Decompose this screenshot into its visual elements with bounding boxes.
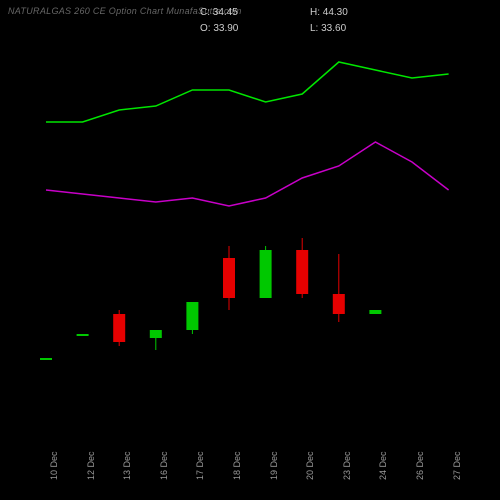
candle-body bbox=[113, 314, 125, 342]
h-value: 44.30 bbox=[323, 6, 348, 20]
x-axis-label: 26 Dec bbox=[415, 451, 425, 480]
x-axis-label: 13 Dec bbox=[122, 451, 132, 480]
candlestick-chart bbox=[30, 30, 470, 430]
x-axis-label: 10 Dec bbox=[49, 451, 59, 480]
indicator-line-upper bbox=[46, 62, 449, 122]
h-label: H: bbox=[310, 6, 320, 20]
c-label: C: bbox=[200, 6, 210, 20]
x-axis-label: 17 Dec bbox=[195, 451, 205, 480]
chart-area bbox=[30, 30, 470, 430]
candle-body bbox=[296, 250, 308, 294]
x-axis-label: 20 Dec bbox=[305, 451, 315, 480]
candle-body bbox=[40, 358, 52, 360]
candle-body bbox=[150, 330, 162, 338]
x-axis-label: 24 Dec bbox=[378, 451, 388, 480]
close-field: C: 34.45 bbox=[200, 6, 310, 20]
high-field: H: 44.30 bbox=[310, 6, 420, 20]
x-axis-label: 16 Dec bbox=[159, 451, 169, 480]
candle-body bbox=[333, 294, 345, 314]
x-axis-label: 12 Dec bbox=[86, 451, 96, 480]
candle-body bbox=[223, 258, 235, 298]
candle-body bbox=[260, 250, 272, 298]
candle-body bbox=[77, 334, 89, 336]
c-value: 34.45 bbox=[213, 6, 238, 20]
x-axis-label: 23 Dec bbox=[342, 451, 352, 480]
x-axis-label: 27 Dec bbox=[452, 451, 462, 480]
candle-body bbox=[369, 310, 381, 314]
x-axis-label: 19 Dec bbox=[269, 451, 279, 480]
candle-body bbox=[186, 302, 198, 330]
x-axis-label: 18 Dec bbox=[232, 451, 242, 480]
indicator-line-lower bbox=[46, 142, 449, 206]
x-axis: 10 Dec 12 Dec 13 Dec 16 Dec 17 Dec 18 Dec 19 D… bbox=[30, 440, 470, 500]
